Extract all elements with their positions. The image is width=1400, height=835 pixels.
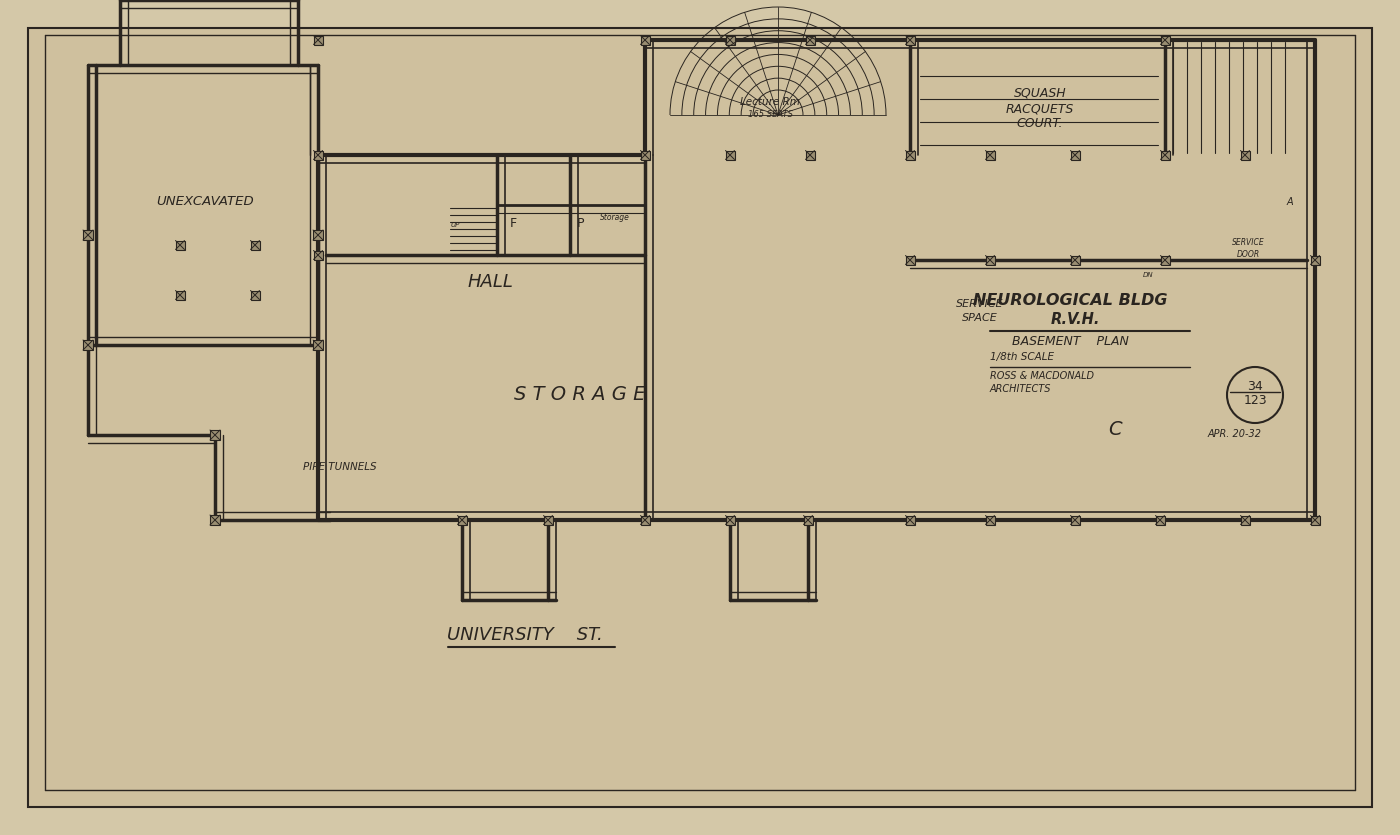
Bar xyxy=(986,515,994,524)
Bar xyxy=(641,150,650,159)
Bar xyxy=(458,515,466,524)
Text: SERVICE: SERVICE xyxy=(956,299,1004,309)
Bar xyxy=(906,515,914,524)
Text: UNIVERSITY    ST.: UNIVERSITY ST. xyxy=(447,626,603,644)
Bar xyxy=(314,150,322,159)
Bar xyxy=(1161,256,1169,265)
Text: Storage: Storage xyxy=(601,213,630,222)
Text: Lecture Rm: Lecture Rm xyxy=(741,97,799,107)
Bar xyxy=(1071,150,1079,159)
Bar xyxy=(251,240,259,250)
Text: S T O R A G E: S T O R A G E xyxy=(514,385,645,404)
Bar xyxy=(314,340,323,350)
Text: APR. 20-32: APR. 20-32 xyxy=(1208,429,1261,439)
Text: PIPE TUNNELS: PIPE TUNNELS xyxy=(304,462,377,472)
Bar xyxy=(906,256,914,265)
Bar xyxy=(1240,515,1249,524)
Text: ROSS & MACDONALD: ROSS & MACDONALD xyxy=(990,371,1093,381)
Bar xyxy=(251,291,259,300)
Text: SERVICE: SERVICE xyxy=(1232,238,1264,247)
Text: F: F xyxy=(510,217,517,230)
Bar xyxy=(805,150,815,159)
Bar xyxy=(804,515,812,524)
Text: 165 SEATS: 165 SEATS xyxy=(748,110,792,119)
Bar xyxy=(314,230,323,240)
Bar xyxy=(1161,150,1169,159)
Text: A: A xyxy=(1287,197,1294,207)
Bar xyxy=(1071,256,1079,265)
Bar xyxy=(641,36,650,44)
Text: 123: 123 xyxy=(1243,394,1267,407)
Bar xyxy=(314,36,322,44)
Bar xyxy=(1155,515,1165,524)
Text: RACQUETS: RACQUETS xyxy=(1005,102,1074,115)
Bar xyxy=(641,515,650,524)
Text: SQUASH: SQUASH xyxy=(1014,87,1067,100)
Bar xyxy=(725,36,735,44)
Text: UNEXCAVATED: UNEXCAVATED xyxy=(157,195,253,208)
Text: P: P xyxy=(577,217,584,230)
Bar xyxy=(210,515,220,525)
Text: SPACE: SPACE xyxy=(962,313,998,323)
Text: DN: DN xyxy=(1142,272,1154,278)
Text: 1/8th SCALE: 1/8th SCALE xyxy=(990,352,1054,362)
Text: C: C xyxy=(1109,420,1121,439)
Bar xyxy=(175,291,185,300)
Text: DOOR: DOOR xyxy=(1236,250,1260,259)
Bar xyxy=(83,340,92,350)
Bar xyxy=(986,150,994,159)
Bar xyxy=(906,36,914,44)
Bar xyxy=(543,515,553,524)
Text: 34: 34 xyxy=(1247,379,1263,392)
Bar xyxy=(1071,515,1079,524)
Bar xyxy=(986,256,994,265)
Bar xyxy=(906,150,914,159)
Bar xyxy=(1310,515,1319,524)
Text: R.V.H.: R.V.H. xyxy=(1050,312,1099,327)
Text: ARCHITECTS: ARCHITECTS xyxy=(990,384,1051,394)
Text: HALL: HALL xyxy=(468,273,512,291)
Bar xyxy=(175,240,185,250)
Text: UP: UP xyxy=(451,222,459,228)
Text: NEUROLOGICAL BLDG: NEUROLOGICAL BLDG xyxy=(973,293,1168,308)
Bar xyxy=(314,250,322,260)
Bar xyxy=(805,36,815,44)
Bar xyxy=(1161,36,1169,44)
Bar xyxy=(1310,256,1319,265)
Bar xyxy=(210,430,220,440)
Bar xyxy=(1240,150,1249,159)
Text: BASEMENT    PLAN: BASEMENT PLAN xyxy=(1012,335,1128,348)
Bar xyxy=(725,150,735,159)
Bar xyxy=(83,230,92,240)
Text: COURT.: COURT. xyxy=(1016,117,1063,130)
Bar xyxy=(725,515,735,524)
